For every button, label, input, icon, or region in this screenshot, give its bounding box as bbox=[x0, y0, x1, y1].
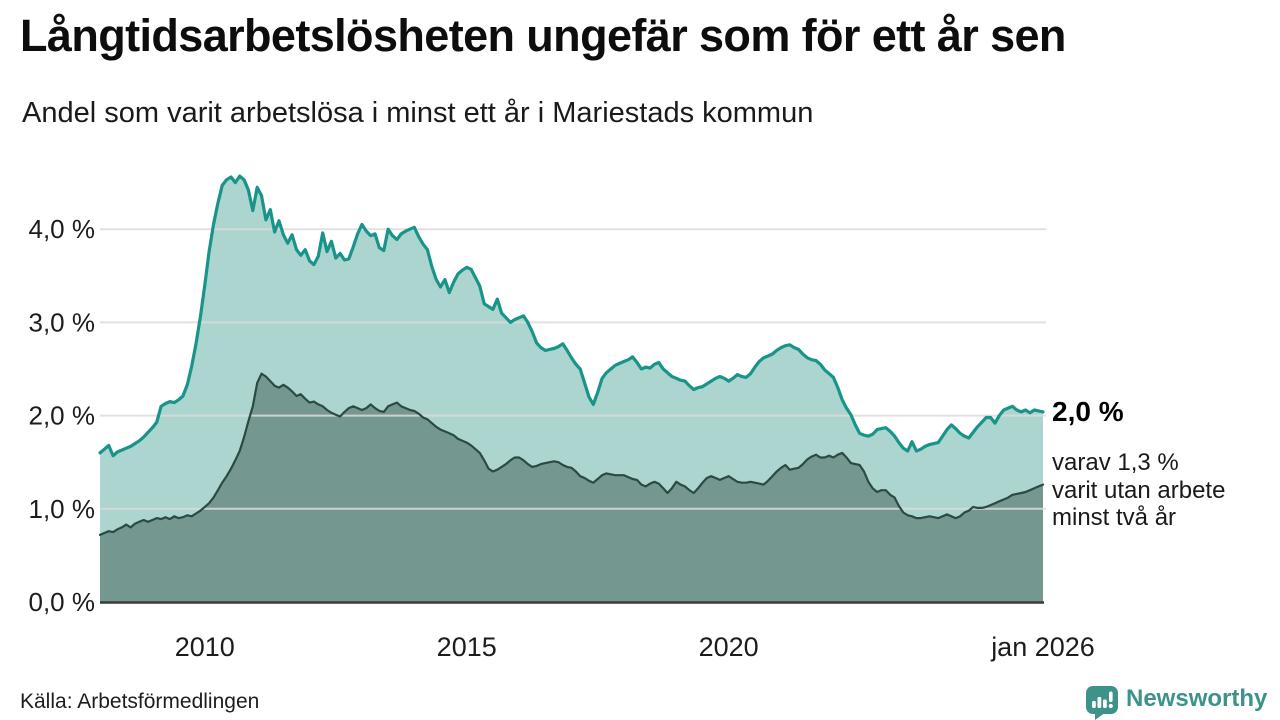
page-subtitle: Andel som varit arbetslösa i minst ett å… bbox=[22, 97, 814, 129]
newsworthy-brand: Newsworthy bbox=[1084, 684, 1267, 720]
line-minst-ett-ar bbox=[98, 174, 1045, 458]
y-tick-label: 2,0 % bbox=[29, 401, 96, 431]
x-tick-label: 2020 bbox=[699, 632, 759, 662]
x-tick-label: 2010 bbox=[175, 632, 235, 662]
y-tick-label: 0,0 % bbox=[29, 587, 96, 617]
end-value-label: 2,0 % bbox=[1052, 396, 1124, 427]
source-credit: Källa: Arbetsförmedlingen bbox=[20, 690, 260, 713]
line-minst-tva-ar bbox=[98, 372, 1045, 536]
newsworthy-logo-icon bbox=[1086, 686, 1118, 720]
page-title: Långtidsarbetslösheten ungefär som för e… bbox=[20, 10, 1066, 61]
y-tick-label: 3,0 % bbox=[29, 307, 96, 337]
end-note-label: varav 1,3 % varit utan arbete minst två … bbox=[1052, 449, 1226, 531]
y-tick-label: 4,0 % bbox=[29, 214, 96, 244]
area-minst-tva-ar bbox=[100, 373, 1043, 602]
x-tick-label: 2015 bbox=[437, 632, 497, 662]
y-tick-label: 1,0 % bbox=[29, 494, 96, 524]
x-tick-label: jan 2026 bbox=[990, 632, 1095, 662]
newsworthy-brand-name: Newsworthy bbox=[1126, 685, 1268, 712]
